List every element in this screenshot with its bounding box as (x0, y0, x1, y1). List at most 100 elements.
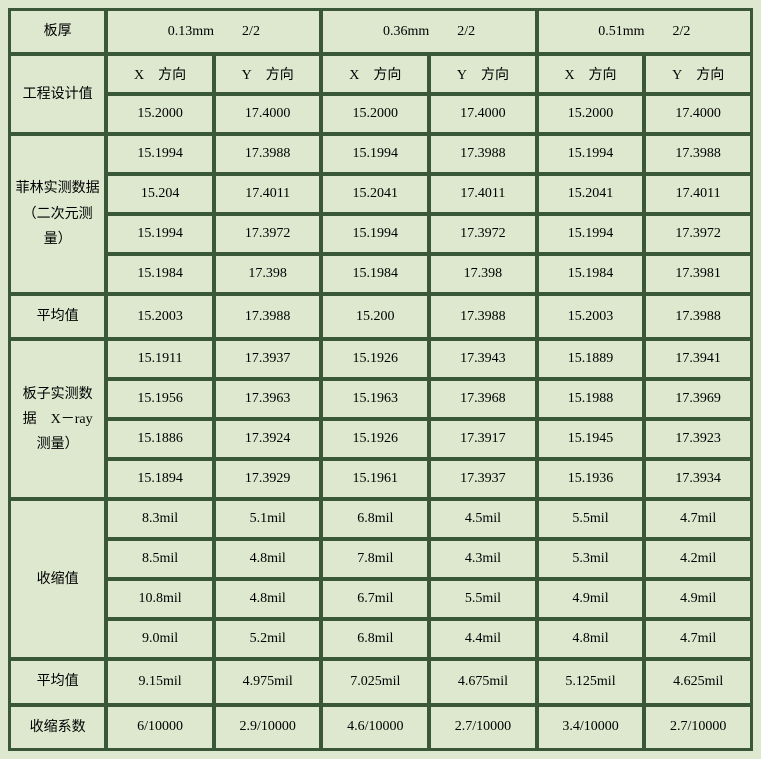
cell: 15.200 (322, 295, 428, 338)
cell: 5.5mil (538, 500, 644, 538)
cell: 17.3923 (645, 420, 751, 458)
cell: 2.7/10000 (430, 706, 536, 749)
cell: 17.3988 (645, 295, 751, 338)
cell: 17.3972 (430, 215, 536, 253)
cell: 17.3941 (645, 340, 751, 378)
cell: 15.1926 (322, 420, 428, 458)
cell: 17.3981 (645, 255, 751, 293)
cell: 6.7mil (322, 580, 428, 618)
table-row: 平均值 9.15mil 4.975mil 7.025mil 4.675mil 5… (10, 660, 751, 703)
cell: 15.1994 (538, 135, 644, 173)
data-table: 板厚 0.13mm 2/2 0.36mm 2/2 0.51mm 2/2 工程设计… (8, 8, 753, 751)
cell: 9.0mil (107, 620, 213, 658)
cell: 4.9mil (538, 580, 644, 618)
cell: 17.3988 (430, 135, 536, 173)
cell: 15.1886 (107, 420, 213, 458)
coef-label: 收缩系数 (10, 706, 105, 749)
cell: 17.3963 (215, 380, 321, 418)
cell: 15.1945 (538, 420, 644, 458)
col-header-1: 0.13mm 2/2 (107, 10, 320, 53)
cell: 17.3988 (215, 295, 321, 338)
cell: 10.8mil (107, 580, 213, 618)
cell: 17.3934 (645, 460, 751, 498)
cell: 15.1988 (538, 380, 644, 418)
design-label: 工程设计值 (10, 55, 105, 133)
dir-x: X 方向 (107, 55, 213, 93)
dir-x: X 方向 (322, 55, 428, 93)
cell: 17.3988 (430, 295, 536, 338)
cell: 15.1994 (538, 215, 644, 253)
avg2-label: 平均值 (10, 660, 105, 703)
cell: 17.4000 (215, 95, 321, 133)
table-row: 菲林实测数据（二次元测量） 15.1994 17.3988 15.1994 17… (10, 135, 751, 173)
table-row: 15.1994 17.3972 15.1994 17.3972 15.1994 … (10, 215, 751, 253)
cell: 5.5mil (430, 580, 536, 618)
cell: 17.3988 (645, 135, 751, 173)
cell: 4.8mil (215, 540, 321, 578)
col-header-2: 0.36mm 2/2 (322, 10, 535, 53)
film-label: 菲林实测数据（二次元测量） (10, 135, 105, 293)
dir-x: X 方向 (538, 55, 644, 93)
cell: 15.1994 (322, 135, 428, 173)
cell: 8.5mil (107, 540, 213, 578)
cell: 15.1961 (322, 460, 428, 498)
cell: 17.3972 (645, 215, 751, 253)
cell: 15.2003 (107, 295, 213, 338)
cell: 17.3968 (430, 380, 536, 418)
cell: 5.2mil (215, 620, 321, 658)
cell: 4.4mil (430, 620, 536, 658)
table-row: 10.8mil 4.8mil 6.7mil 5.5mil 4.9mil 4.9m… (10, 580, 751, 618)
cell: 2.7/10000 (645, 706, 751, 749)
cell: 17.3924 (215, 420, 321, 458)
cell: 17.3972 (215, 215, 321, 253)
cell: 15.2000 (107, 95, 213, 133)
cell: 6.8mil (322, 620, 428, 658)
cell: 17.4011 (215, 175, 321, 213)
cell: 3.4/10000 (538, 706, 644, 749)
cell: 17.3917 (430, 420, 536, 458)
cell: 15.1994 (322, 215, 428, 253)
cell: 8.3mil (107, 500, 213, 538)
cell: 5.125mil (538, 660, 644, 703)
cell: 15.2000 (538, 95, 644, 133)
cell: 15.1894 (107, 460, 213, 498)
cell: 6/10000 (107, 706, 213, 749)
table-row: 15.2000 17.4000 15.2000 17.4000 15.2000 … (10, 95, 751, 133)
table-row: 板厚 0.13mm 2/2 0.36mm 2/2 0.51mm 2/2 (10, 10, 751, 53)
table-row: 8.5mil 4.8mil 7.8mil 4.3mil 5.3mil 4.2mi… (10, 540, 751, 578)
cell: 5.3mil (538, 540, 644, 578)
cell: 4.975mil (215, 660, 321, 703)
cell: 5.1mil (215, 500, 321, 538)
cell: 17.4011 (645, 175, 751, 213)
cell: 15.1911 (107, 340, 213, 378)
table-row: 15.1886 17.3924 15.1926 17.3917 15.1945 … (10, 420, 751, 458)
table-row: 板子实测数据 X－ray 测量） 15.1911 17.3937 15.1926… (10, 340, 751, 378)
cell: 15.1956 (107, 380, 213, 418)
cell: 4.625mil (645, 660, 751, 703)
cell: 17.3937 (215, 340, 321, 378)
cell: 15.1984 (322, 255, 428, 293)
cell: 15.1963 (322, 380, 428, 418)
table-row: 9.0mil 5.2mil 6.8mil 4.4mil 4.8mil 4.7mi… (10, 620, 751, 658)
cell: 17.3988 (215, 135, 321, 173)
cell: 2.9/10000 (215, 706, 321, 749)
cell: 15.1984 (538, 255, 644, 293)
cell: 17.3943 (430, 340, 536, 378)
table-row: 15.1894 17.3929 15.1961 17.3937 15.1936 … (10, 460, 751, 498)
cell: 15.2041 (322, 175, 428, 213)
cell: 7.8mil (322, 540, 428, 578)
cell: 17.4000 (645, 95, 751, 133)
cell: 9.15mil (107, 660, 213, 703)
shrink-label: 收缩值 (10, 500, 105, 658)
dir-y: Y 方向 (215, 55, 321, 93)
cell: 7.025mil (322, 660, 428, 703)
table-row: 15.1984 17.398 15.1984 17.398 15.1984 17… (10, 255, 751, 293)
cell: 15.2003 (538, 295, 644, 338)
dir-y: Y 方向 (645, 55, 751, 93)
cell: 4.5mil (430, 500, 536, 538)
cell: 17.398 (430, 255, 536, 293)
cell: 15.2041 (538, 175, 644, 213)
cell: 4.3mil (430, 540, 536, 578)
cell: 4.8mil (215, 580, 321, 618)
cell: 17.4011 (430, 175, 536, 213)
